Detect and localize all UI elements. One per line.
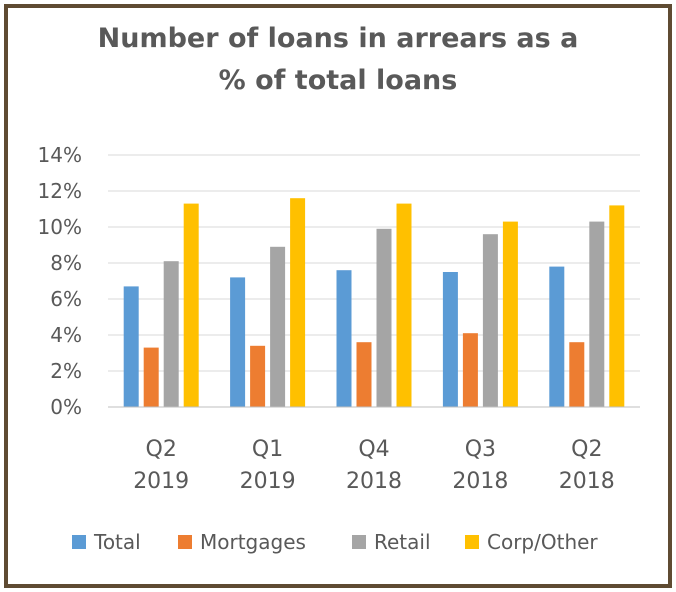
y-tick-label: 12% <box>38 179 82 203</box>
legend-swatch <box>72 535 86 549</box>
bar-mortgages <box>356 342 372 407</box>
x-tick-label-line: 2018 <box>559 469 615 494</box>
legend-swatch <box>178 535 192 549</box>
x-tick-label-line: 2018 <box>346 469 402 494</box>
x-tick-label: Q4 2018 <box>346 437 402 494</box>
y-tick-label: 8% <box>50 251 82 275</box>
bar-corp-other <box>290 198 306 407</box>
y-tick-label: 0% <box>50 395 82 419</box>
x-tick-label-line: Q3 <box>465 437 496 462</box>
bar-corp-other <box>183 203 199 407</box>
y-tick-label: 6% <box>50 287 82 311</box>
x-tick-label-line: Q2 <box>571 437 602 462</box>
y-axis-ticks: 0% 2% 4% 6% 8% 10% 12% 14% <box>38 143 82 419</box>
legend-label: Mortgages <box>200 530 306 554</box>
x-tick-label-line: 2018 <box>452 469 508 494</box>
x-tick-label-line: 2019 <box>133 469 189 494</box>
legend: Total Mortgages Retail Corp/Other <box>72 530 598 554</box>
bar-total <box>230 277 246 407</box>
bar-corp-other <box>396 203 412 407</box>
bar-corp-other <box>609 205 625 407</box>
bar-total <box>442 272 458 407</box>
bar-retail <box>589 221 605 407</box>
legend-label: Corp/Other <box>487 530 598 554</box>
legend-swatch <box>465 535 479 549</box>
bar-total <box>336 270 352 407</box>
x-tick-label: Q1 2019 <box>240 437 296 494</box>
legend-label: Retail <box>374 530 431 554</box>
y-tick-label: 2% <box>50 359 82 383</box>
x-tick-label: Q2 2019 <box>133 437 189 494</box>
legend-swatch <box>352 535 366 549</box>
y-tick-label: 4% <box>50 323 82 347</box>
chart-title-line-2: % of total loans <box>218 65 458 96</box>
bar-retail <box>482 234 498 407</box>
chart-title-line-1: Number of loans in arrears as a <box>97 23 579 54</box>
y-tick-label: 10% <box>38 215 82 239</box>
chart-title: Number of loans in arrears as a % of tot… <box>0 18 676 102</box>
bars <box>123 198 625 407</box>
x-tick-label: Q2 2018 <box>559 437 615 494</box>
legend-label: Total <box>93 530 141 554</box>
bar-retail <box>270 246 286 407</box>
bar-corp-other <box>502 221 518 407</box>
x-axis-ticks: Q2 2019 Q1 2019 Q4 2018 Q3 2018 Q2 2018 <box>133 437 615 494</box>
bar-retail <box>376 228 392 407</box>
bar-total <box>123 286 139 407</box>
x-tick-label-line: Q4 <box>358 437 389 462</box>
x-tick-label-line: Q2 <box>146 437 177 462</box>
bar-mortgages <box>462 333 478 407</box>
y-tick-label: 14% <box>38 143 82 167</box>
bar-mortgages <box>143 347 159 407</box>
bar-mortgages <box>250 345 266 407</box>
bar-mortgages <box>569 342 585 407</box>
x-tick-label-line: Q1 <box>252 437 283 462</box>
x-tick-label-line: 2019 <box>240 469 296 494</box>
bar-retail <box>163 261 179 407</box>
x-tick-label: Q3 2018 <box>452 437 508 494</box>
bar-total <box>549 266 565 407</box>
